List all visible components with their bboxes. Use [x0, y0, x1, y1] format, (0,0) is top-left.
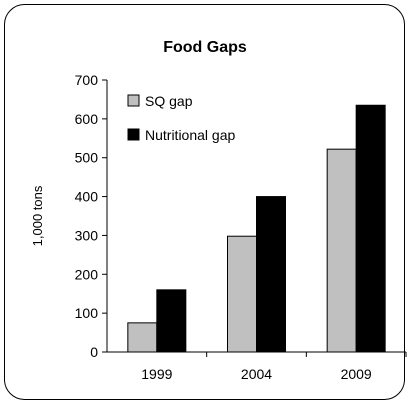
x-tick-label: 1999	[141, 366, 172, 382]
y-tick-labels: 0 100 200 300 400 500 600 700	[75, 72, 99, 360]
bar-nutritional-gap-2009	[355, 104, 386, 353]
y-tick-label: 100	[75, 305, 99, 321]
legend-swatch	[127, 128, 140, 141]
bar-sq-gap-2004	[227, 235, 257, 353]
y-tick-label: 500	[75, 150, 99, 166]
bar-sq-gap-1999	[127, 322, 158, 353]
bars	[127, 104, 386, 353]
chart-title: Food Gaps	[163, 39, 247, 56]
bar-nutritional-gap-1999	[156, 289, 187, 353]
x-tick-label: 2004	[241, 366, 272, 382]
y-tick-label: 200	[75, 266, 99, 282]
y-tick-label: 300	[75, 227, 99, 243]
legend-label: Nutritional gap	[145, 127, 235, 143]
legend: SQ gap Nutritional gap	[127, 93, 235, 143]
y-tick-label: 0	[90, 344, 98, 360]
y-tick-label: 600	[75, 111, 99, 127]
y-axis-label: 1,000 tons	[30, 185, 45, 246]
chart-border	[4, 4, 405, 400]
y-tick-label: 400	[75, 189, 99, 205]
y-tick-label: 700	[75, 72, 99, 88]
legend-swatch	[127, 94, 140, 107]
x-tick-labels: 1999 2004 2009	[141, 366, 372, 382]
x-tick-label: 2009	[341, 366, 372, 382]
legend-label: SQ gap	[145, 93, 193, 109]
bar-nutritional-gap-2004	[256, 196, 286, 353]
bar-sq-gap-2009	[326, 148, 357, 353]
